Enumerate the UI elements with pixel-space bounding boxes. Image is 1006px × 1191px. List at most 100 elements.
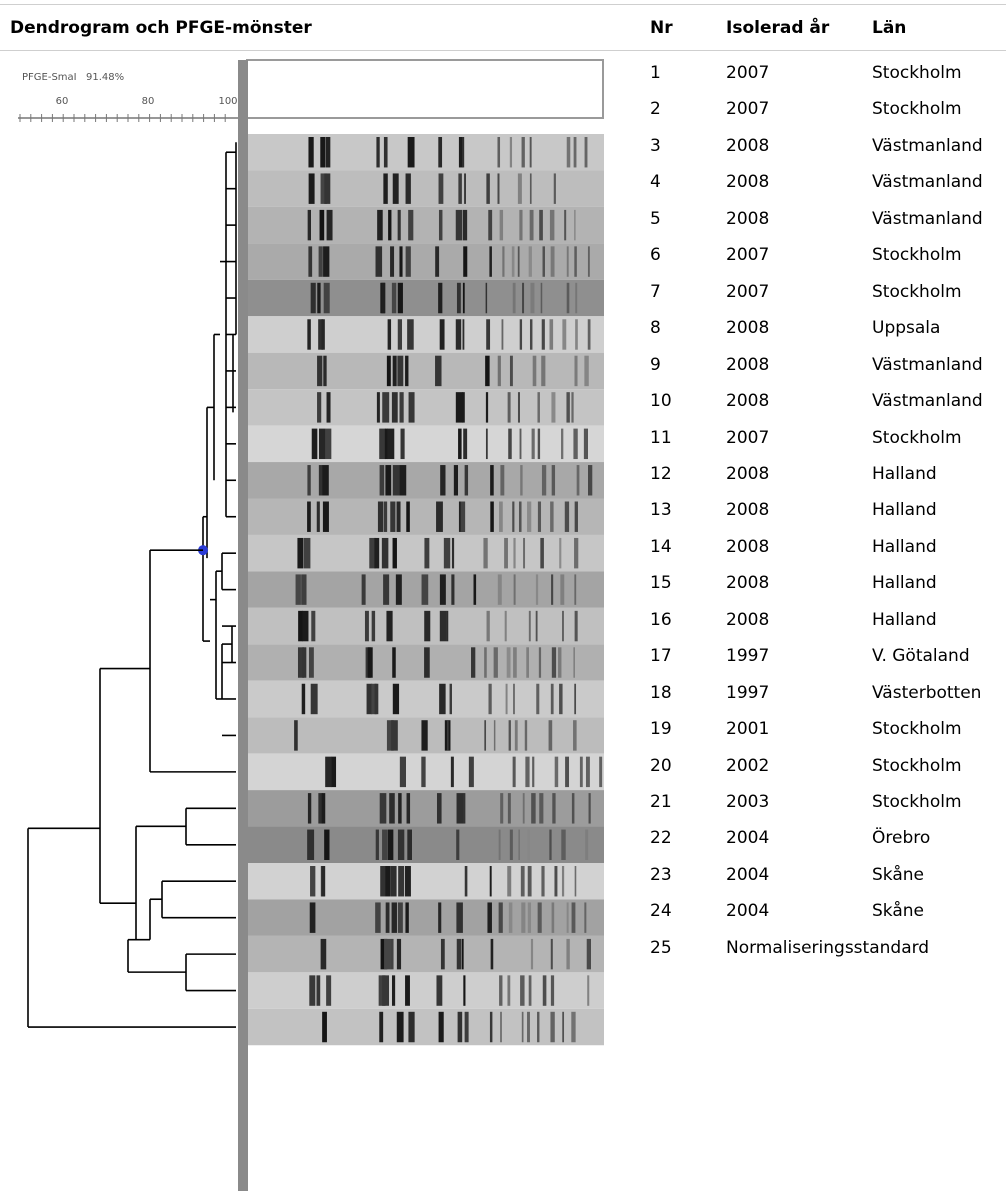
isolation-year: 1997 — [726, 646, 770, 667]
gel-band — [584, 355, 589, 387]
gel-band — [550, 683, 554, 715]
gel-band — [387, 829, 394, 860]
gel-band — [458, 428, 462, 460]
gel-band — [574, 501, 578, 532]
gel-band — [562, 319, 567, 350]
county-name: Halland — [872, 536, 937, 557]
gel-band — [375, 902, 381, 933]
gel-lane — [248, 790, 604, 827]
gel-band — [550, 975, 555, 1006]
gel-band — [487, 902, 492, 933]
gel-band — [541, 319, 545, 350]
gel-band — [528, 610, 531, 642]
table-row: 24 2004 Skåne — [610, 892, 1006, 928]
gel-band — [397, 282, 403, 314]
gel-band — [587, 465, 593, 496]
gel-band — [549, 319, 554, 350]
gel-band — [488, 209, 493, 241]
gel-band — [397, 355, 404, 387]
gel-band — [391, 720, 398, 751]
isolate-number: 7 — [650, 281, 661, 302]
gel-band — [571, 793, 575, 824]
gel-band — [455, 209, 463, 241]
gel-band — [513, 683, 515, 715]
gel-band — [389, 793, 395, 824]
gel-band — [436, 975, 443, 1006]
gel-lane — [248, 899, 604, 936]
gel-band — [523, 537, 526, 569]
gel-band — [397, 902, 403, 933]
gel-band — [385, 465, 392, 496]
gel-band — [566, 246, 569, 277]
gel-band — [455, 319, 462, 350]
gel-band — [485, 392, 489, 423]
isolate-number: 25 — [650, 937, 672, 958]
gel-band — [540, 537, 544, 569]
gel-band — [514, 720, 518, 751]
gel-band — [325, 137, 331, 168]
gel-band — [387, 428, 395, 460]
gel-band — [309, 902, 316, 933]
gel-band — [483, 537, 488, 569]
gel-band — [405, 246, 411, 277]
gel-band — [535, 574, 539, 605]
table-row: 22 2004 Örebro — [610, 819, 1006, 855]
gel-band — [529, 137, 532, 168]
gel-band — [399, 465, 407, 496]
figure-column-title: Dendrogram och PFGE-mönster — [10, 18, 312, 38]
gel-band — [493, 647, 498, 678]
isolate-number: 2 — [650, 99, 661, 120]
gel-band — [325, 428, 332, 460]
gel-band — [585, 756, 590, 788]
gel-band — [302, 610, 309, 642]
gel-band — [456, 902, 463, 933]
gel-band — [520, 465, 523, 496]
gel-band — [380, 866, 386, 897]
gel-band — [392, 537, 397, 569]
gel-band — [455, 392, 463, 423]
gel-band — [463, 428, 468, 460]
gel-band — [535, 610, 538, 642]
gel-band — [311, 428, 318, 460]
isolation-year: 2002 — [726, 755, 770, 776]
table-row: 15 2008 Halland — [610, 564, 1006, 600]
gel-band — [540, 282, 543, 314]
gel-band — [307, 501, 311, 532]
gel-band — [398, 866, 405, 897]
gel-band — [460, 501, 466, 532]
gel-band — [385, 866, 390, 897]
gel-band — [392, 355, 397, 387]
gel-band — [562, 1011, 565, 1043]
table-row: 23 2004 Skåne — [610, 856, 1006, 892]
gel-band — [464, 465, 469, 496]
isolation-year: 2007 — [726, 63, 770, 83]
gel-band — [386, 720, 394, 751]
gel-band — [538, 647, 542, 678]
gel-band — [361, 574, 366, 605]
gel-band — [519, 319, 523, 350]
gel-lane — [248, 462, 604, 499]
gel-band — [463, 246, 468, 277]
gel-band — [391, 392, 398, 423]
gel-band — [528, 246, 532, 277]
gel-band — [310, 683, 318, 715]
isolate-number: 8 — [650, 318, 661, 339]
gel-band — [320, 173, 327, 204]
gel-band — [396, 938, 402, 970]
county-name: Halland — [872, 609, 937, 630]
gel-band — [486, 173, 490, 204]
isolate-number: 6 — [650, 245, 661, 266]
gel-lane — [248, 425, 604, 463]
gel-band — [529, 173, 532, 204]
header-bottom-rule — [0, 50, 1006, 51]
gel-band — [551, 902, 555, 933]
table-row: 5 2008 Västmanland — [610, 200, 1006, 236]
scale-tick-label: 60 — [56, 96, 69, 107]
isolate-number: 13 — [650, 500, 672, 521]
gel-band — [571, 902, 576, 933]
gel-band — [323, 246, 330, 277]
gel-band — [408, 1011, 415, 1043]
gel-band — [440, 938, 445, 970]
gel-band — [566, 392, 570, 423]
gel-band — [375, 829, 379, 860]
